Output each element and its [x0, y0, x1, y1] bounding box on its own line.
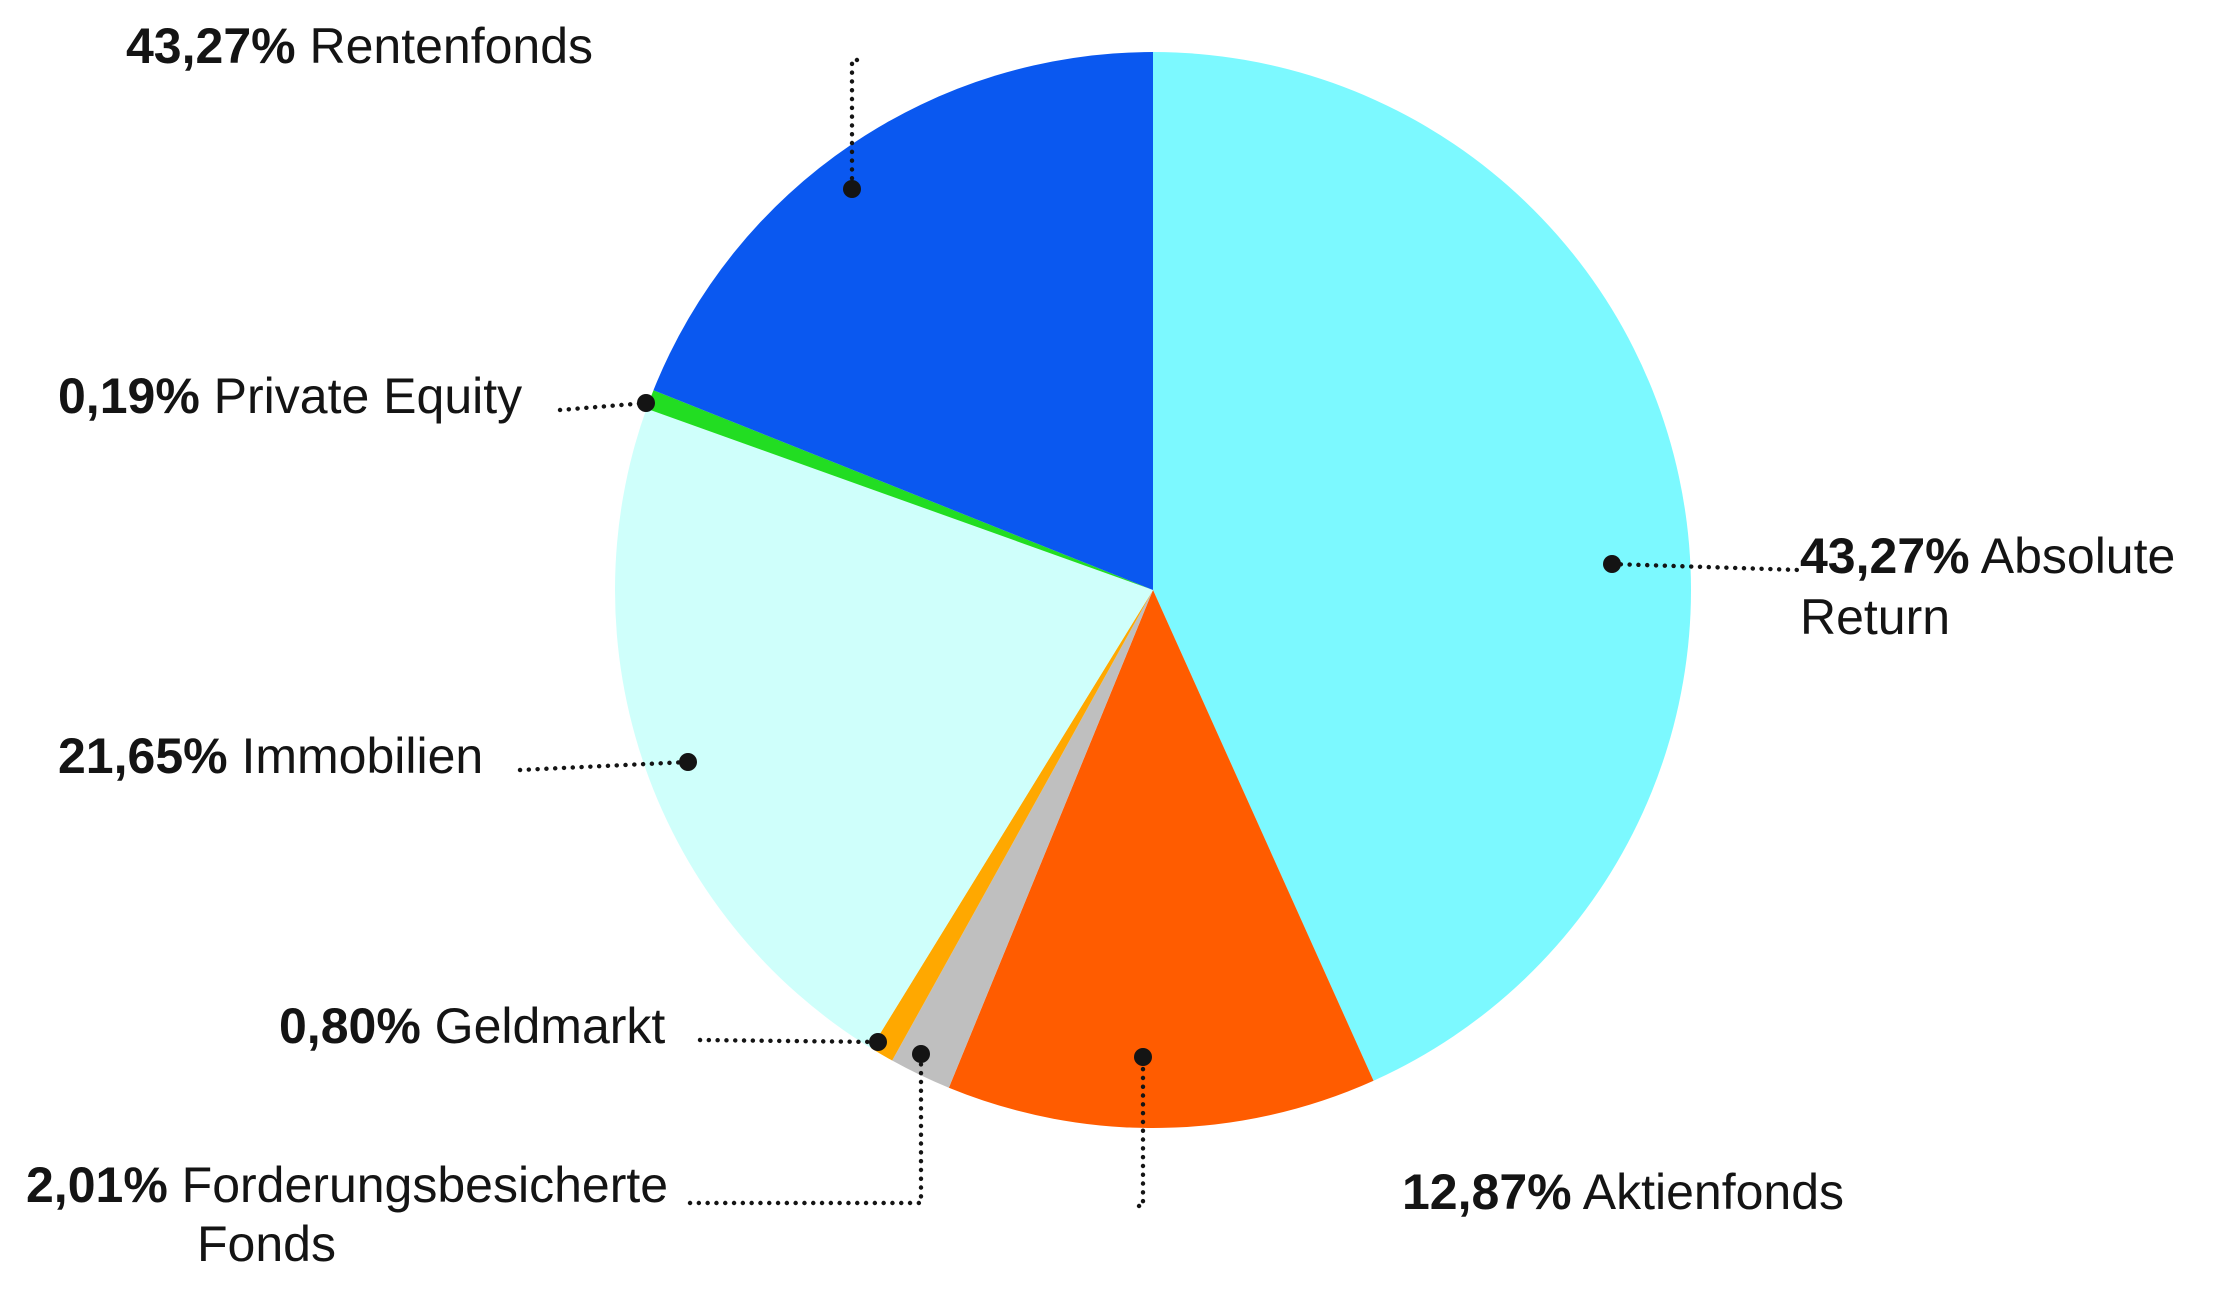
svg-text:43,27% Rentenfonds: 43,27% Rentenfonds — [126, 18, 593, 74]
svg-text:12,87% Aktienfonds: 12,87% Aktienfonds — [1402, 1164, 1844, 1220]
svg-text:43,27% Absolute: 43,27% Absolute — [1800, 528, 2175, 584]
svg-text:2,01% Forderungsbesicherte: 2,01% Forderungsbesicherte — [26, 1157, 668, 1213]
svg-text:21,65% Immobilien: 21,65% Immobilien — [58, 728, 483, 784]
svg-text:0,19% Private Equity: 0,19% Private Equity — [58, 368, 522, 424]
svg-text:Fonds: Fonds — [197, 1216, 336, 1272]
svg-text:0,80% Geldmarkt: 0,80% Geldmarkt — [279, 998, 665, 1054]
svg-text:Return: Return — [1800, 589, 1950, 645]
